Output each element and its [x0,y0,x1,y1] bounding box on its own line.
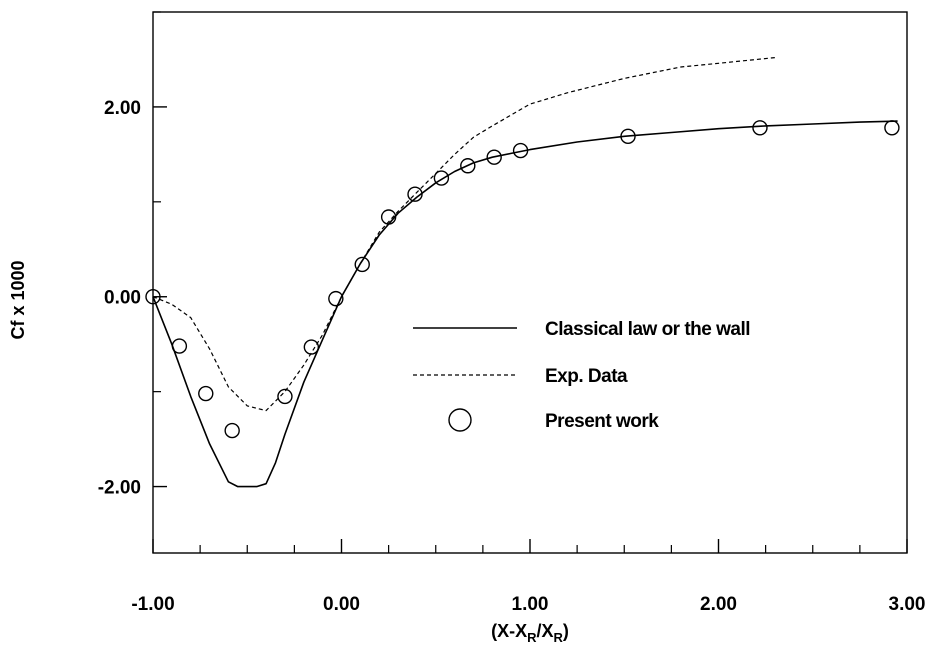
present-work-point [171,338,188,354]
x-tick-label: 2.00 [700,594,737,615]
classical-law-line [152,120,898,488]
present-work-point [277,388,293,405]
present-work-point [433,170,450,186]
x-tick-label: 1.00 [512,594,549,615]
legend-label: Exp. Data [545,366,628,387]
series-layer [145,57,900,488]
present-work-point [884,120,900,136]
y-axis-title: Cf x 1000 [8,260,28,339]
present-work-point [460,158,476,174]
present-work-point [354,256,370,273]
legend: Classical law or the wall Exp. Data Presen… [413,319,751,432]
x-tick-label: 3.00 [889,594,926,615]
present-work-point [620,128,636,145]
x-axis-title: (X-XR/XR) [491,621,569,645]
legend-label: Classical law or the wall [545,319,750,340]
present-work-point [407,186,423,202]
present-work-point [752,120,768,136]
present-work-point [303,339,320,355]
legend-marker-present-work [448,408,472,432]
legend-label: Present work [545,411,659,432]
x-tick-label: -1.00 [131,594,174,615]
y-tick-label: -2.00 [98,478,141,499]
exp-data-line [152,57,776,412]
present-work-point [512,142,529,159]
y-tick-label: 2.00 [104,98,141,119]
present-work-point [380,209,397,225]
present-work-point [145,289,161,305]
present-work-point [486,149,502,165]
x-tick-label: 0.00 [323,594,360,615]
present-work-point [224,422,240,439]
plot-frame [152,11,908,554]
present-work-point [328,290,344,307]
y-tick-label: 0.00 [104,288,141,309]
axis-ticks: -1.00 0.00 1.00 2.00 3.00 -2.00 0.00 2.00 [98,11,926,615]
present-work-point [198,385,214,402]
